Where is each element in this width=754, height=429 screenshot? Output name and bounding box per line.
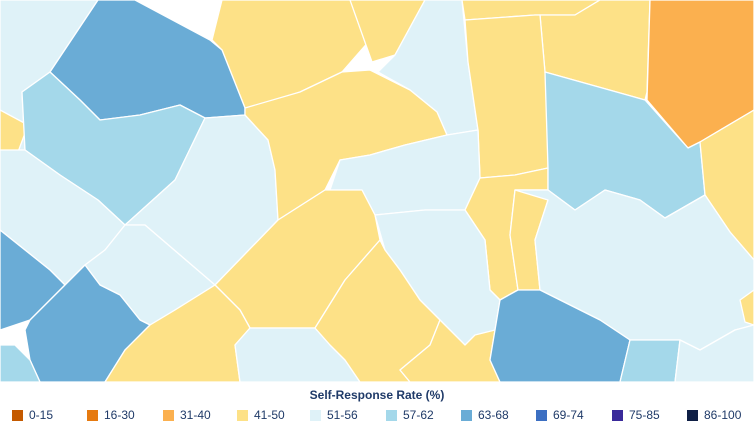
legend-swatch [12, 409, 23, 421]
legend-item-0-15: 0-15 [12, 407, 53, 423]
legend-label: 69-74 [553, 408, 584, 422]
legend-swatch [237, 409, 248, 421]
choropleth-map[interactable] [0, 0, 754, 382]
legend-swatch [87, 409, 98, 421]
legend-label: 41-50 [254, 408, 285, 422]
legend-item-16-30: 16-30 [87, 407, 135, 423]
legend-swatch [461, 409, 472, 421]
legend: Self-Response Rate (%) 0-15 16-30 31-40 41-… [0, 382, 754, 429]
legend-swatch [310, 409, 321, 421]
legend-label: 0-15 [29, 408, 54, 422]
legend-item-69-74: 69-74 [536, 407, 584, 423]
map-canvas[interactable] [0, 0, 754, 382]
legend-title: Self-Response Rate (%) [309, 388, 445, 402]
county-yellow-coast[interactable] [739, 289, 754, 326]
legend-label: 75-85 [629, 408, 660, 422]
county-sky-southwest-edge[interactable] [0, 344, 41, 382]
legend-items: 0-15 16-30 31-40 41-50 51-56 57-62 63-68 69-74 7… [0, 407, 754, 425]
legend-label: 51-56 [327, 408, 358, 422]
legend-item-86-100: 86-100 [687, 407, 741, 423]
county-blue-south[interactable] [489, 289, 631, 382]
legend-label: 57-62 [403, 408, 434, 422]
legend-label: 16-30 [104, 408, 135, 422]
legend-item-57-62: 57-62 [386, 407, 434, 423]
legend-item-41-50: 41-50 [237, 407, 285, 423]
legend-swatch [163, 409, 174, 421]
legend-item-31-40: 31-40 [163, 407, 211, 423]
legend-label: 31-40 [180, 408, 211, 422]
legend-label: 86-100 [704, 408, 742, 422]
legend-item-63-68: 63-68 [461, 407, 509, 423]
legend-item-51-56: 51-56 [310, 407, 358, 423]
county-light-coast[interactable] [674, 324, 754, 382]
legend-item-75-85: 75-85 [612, 407, 660, 423]
county-sky-south-east[interactable] [619, 339, 681, 382]
legend-swatch [687, 409, 698, 421]
legend-label: 63-68 [478, 408, 509, 422]
legend-swatch [386, 409, 397, 421]
legend-swatch [612, 409, 623, 421]
legend-swatch [536, 409, 547, 421]
